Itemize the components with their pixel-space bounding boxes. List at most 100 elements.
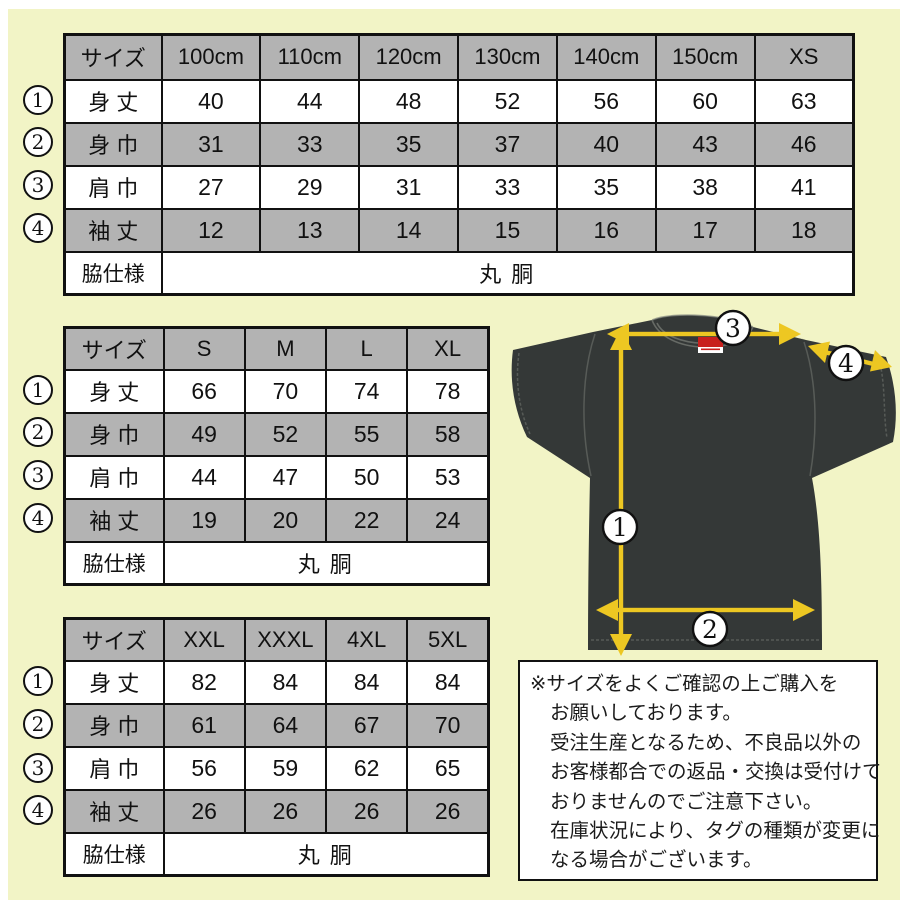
- size-cell: 56: [162, 745, 246, 791]
- row-label: 袖 丈: [63, 207, 163, 253]
- size-cell: 26: [324, 788, 409, 834]
- size-cell: 14: [358, 207, 460, 253]
- size-cell: 41: [753, 164, 855, 210]
- row-label: 肩 巾: [63, 164, 163, 210]
- size-cell: 78: [406, 368, 490, 414]
- size-cell: 35: [358, 121, 460, 167]
- size-cell: 64: [243, 702, 328, 748]
- marker-2-plus: 2: [23, 709, 53, 739]
- size-cell: 55: [324, 411, 409, 457]
- side-spec-value: 丸 胴: [162, 831, 490, 877]
- row-label: 肩 巾: [63, 745, 165, 791]
- tshirt-svg: 3 4 1 2: [511, 309, 896, 656]
- notice-line: 受注生産となるため、不良品以外の: [550, 731, 862, 754]
- size-cell: 31: [160, 121, 262, 167]
- table-row: 肩 巾 44 47 50 53: [63, 454, 490, 500]
- size-cell: 61: [162, 702, 246, 748]
- table-row: 身 巾 61 64 67 70: [63, 702, 490, 748]
- marker-4-plus: 4: [23, 795, 53, 825]
- size-cell: 84: [324, 659, 409, 705]
- size-cell: 29: [259, 164, 361, 210]
- marker-3-kids: 3: [23, 170, 53, 200]
- size-cell: 52: [243, 411, 328, 457]
- size-cell: 66: [162, 368, 246, 414]
- table-row: 身 丈 40 44 48 52 56 60 63: [63, 78, 855, 124]
- size-cell: 17: [654, 207, 756, 253]
- size-cell: 53: [406, 454, 490, 500]
- side-spec-label: 脇仕様: [63, 831, 165, 877]
- column-header: S: [162, 326, 246, 371]
- size-cell: 59: [243, 745, 328, 791]
- width-marker-circle: [691, 610, 729, 648]
- table-row: 袖 丈 26 26 26 26: [63, 788, 490, 834]
- side-spec-label: 脇仕様: [63, 540, 165, 586]
- column-header: 110cm: [259, 33, 361, 81]
- marker-2-adult: 2: [23, 417, 53, 447]
- column-header: XL: [406, 326, 490, 371]
- size-cell: 44: [259, 78, 361, 124]
- column-header: XS: [753, 33, 855, 81]
- length-marker-circle: [601, 508, 639, 546]
- notice-line: おりませんのでご注意下さい。: [550, 790, 823, 813]
- diagram-markers: 3 4 1 2: [601, 309, 865, 648]
- side-spec-value: 丸 胴: [162, 540, 490, 586]
- size-cell: 46: [753, 121, 855, 167]
- size-cell: 70: [406, 702, 490, 748]
- size-cell: 63: [753, 78, 855, 124]
- table-row: 肩 巾 27 29 31 33 35 38 41: [63, 164, 855, 210]
- table-row: 身 丈 66 70 74 78: [63, 368, 490, 414]
- size-cell: 15: [457, 207, 558, 253]
- side-spec-value: 丸 胴: [160, 250, 855, 296]
- size-cell: 74: [324, 368, 409, 414]
- column-header: 5XL: [406, 617, 490, 662]
- side-spec-label: 脇仕様: [63, 250, 163, 296]
- size-cell: 35: [555, 164, 657, 210]
- row-label: 身 巾: [63, 702, 165, 748]
- table-row: 肩 巾 56 59 62 65: [63, 745, 490, 791]
- row-label: 袖 丈: [63, 788, 165, 834]
- size-header-cell: サイズ: [63, 617, 165, 662]
- size-cell: 84: [406, 659, 490, 705]
- tshirt-silhouette: [511, 315, 896, 650]
- size-cell: 22: [324, 497, 409, 543]
- column-header: 4XL: [324, 617, 409, 662]
- column-header: XXXL: [243, 617, 328, 662]
- size-cell: 70: [243, 368, 328, 414]
- row-label: 身 巾: [63, 121, 163, 167]
- size-cell: 84: [243, 659, 328, 705]
- shoulder-marker-circle: [714, 309, 752, 347]
- size-cell: 16: [555, 207, 657, 253]
- marker-3-adult: 3: [23, 460, 53, 490]
- notice-line: お客様都合での返品・交換は受付けて: [550, 761, 882, 784]
- brand-tag-icon: [698, 337, 723, 353]
- size-cell: 38: [654, 164, 756, 210]
- plus-size-table: サイズ XXL XXXL 4XL 5XL 身 丈 82 84 84 84 身 巾 61 64 67 70 肩 …: [63, 617, 490, 877]
- table-footer-row: 脇仕様丸 胴: [63, 540, 490, 586]
- size-cell: 47: [243, 454, 328, 500]
- row-label: 身 丈: [63, 78, 163, 124]
- table-row: 身 丈 82 84 84 84: [63, 659, 490, 705]
- column-header: L: [324, 326, 409, 371]
- column-header: 100cm: [160, 33, 262, 81]
- size-cell: 19: [162, 497, 246, 543]
- notice-line: ※サイズをよくご確認の上ご購入を: [530, 673, 839, 695]
- table-footer-row: 脇仕様丸 胴: [63, 831, 490, 877]
- body-length-arrow: [610, 328, 632, 656]
- marker-2-kids: 2: [23, 127, 53, 157]
- size-cell: 67: [324, 702, 409, 748]
- row-label: 身 丈: [63, 368, 165, 414]
- size-cell: 56: [555, 78, 657, 124]
- shoulder-marker-label: 3: [725, 314, 741, 343]
- sleeve-marker-label: 4: [838, 349, 854, 378]
- size-cell: 52: [457, 78, 558, 124]
- size-cell: 58: [406, 411, 490, 457]
- notice-line: 在庫状況により、タグの種類が変更に: [550, 820, 881, 843]
- size-cell: 27: [160, 164, 262, 210]
- row-label: 身 巾: [63, 411, 165, 457]
- notice-line: なる場合がございます。: [550, 849, 763, 872]
- length-marker-label: 1: [612, 513, 628, 542]
- marker-1-kids: 1: [23, 85, 53, 115]
- marker-4-kids: 4: [23, 213, 53, 243]
- marker-4-adult: 4: [23, 503, 53, 533]
- size-cell: 18: [753, 207, 855, 253]
